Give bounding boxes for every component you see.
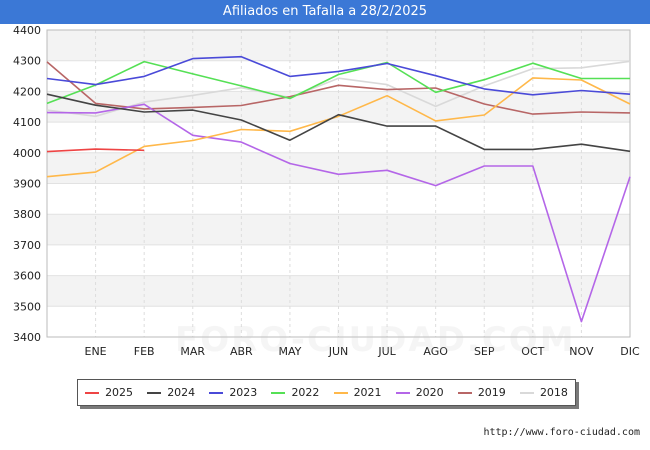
legend-item-2024: 2024 bbox=[147, 386, 195, 399]
y-tick-label: 3800 bbox=[13, 208, 41, 221]
legend-label-2024: 2024 bbox=[167, 386, 196, 399]
x-tick-label: MAY bbox=[278, 345, 301, 358]
legend-swatch-2020 bbox=[395, 391, 410, 394]
series-line-2023 bbox=[46, 55, 631, 96]
x-tick-label: ABR bbox=[230, 345, 253, 358]
legend-label-2023: 2023 bbox=[229, 386, 258, 399]
y-tick-label: 3500 bbox=[13, 300, 41, 313]
legend-swatch-2024 bbox=[147, 391, 162, 394]
legend-item-2019: 2019 bbox=[457, 386, 506, 399]
chart-title: Afiliados en Tafalla a 28/2/2025 bbox=[0, 0, 650, 24]
legend-item-2023: 2023 bbox=[209, 386, 257, 399]
plot-frame bbox=[46, 29, 631, 338]
y-tick-label: 3700 bbox=[13, 239, 41, 252]
legend-label-2019: 2019 bbox=[477, 386, 506, 399]
legend-label-2025: 2025 bbox=[105, 386, 134, 399]
legend-label-2021: 2021 bbox=[353, 386, 382, 399]
x-tick-label: DIC bbox=[620, 345, 640, 358]
legend-item-2025: 2025 bbox=[85, 386, 133, 399]
series-line-2024 bbox=[46, 93, 631, 153]
series-line-2022 bbox=[46, 60, 630, 105]
legend-item-2018: 2018 bbox=[519, 386, 568, 399]
legend-item-2021: 2021 bbox=[333, 386, 382, 399]
x-tick-label: AGO bbox=[423, 345, 448, 358]
legend-label-2018: 2018 bbox=[539, 386, 568, 399]
chart-legend: 2025 2024 2023 2022 2021 2020 2019 2018 bbox=[77, 379, 576, 406]
y-tick-label: 3900 bbox=[13, 178, 41, 191]
legend-swatch-2018 bbox=[519, 391, 534, 394]
legend-item-2022: 2022 bbox=[271, 386, 319, 399]
series-line-2025 bbox=[46, 148, 145, 153]
series-line-2019 bbox=[46, 61, 631, 115]
y-tick-label: 4100 bbox=[13, 116, 41, 129]
y-tick-label: 4000 bbox=[13, 147, 41, 160]
x-tick-label: ENE bbox=[85, 345, 107, 358]
legend-label-2020: 2020 bbox=[415, 386, 444, 399]
legend-swatch-2023 bbox=[209, 391, 224, 394]
x-tick-label: FEB bbox=[134, 345, 155, 358]
source-url: http://www.foro-ciudad.com bbox=[483, 427, 640, 438]
y-tick-label: 4200 bbox=[13, 85, 41, 98]
x-tick-label: OCT bbox=[521, 345, 544, 358]
x-tick-label: NOV bbox=[569, 345, 594, 358]
legend-swatch-2025 bbox=[85, 391, 100, 394]
x-tick-label: MAR bbox=[180, 345, 205, 358]
legend-swatch-2022 bbox=[271, 391, 286, 394]
series-line-2021 bbox=[46, 77, 631, 178]
y-tick-label: 4400 bbox=[13, 24, 41, 37]
x-tick-label: JUN bbox=[328, 345, 349, 358]
series-line-2018 bbox=[46, 60, 631, 118]
legend-swatch-2021 bbox=[333, 391, 348, 394]
legend-label-2022: 2022 bbox=[291, 386, 320, 399]
y-tick-label: 3600 bbox=[13, 270, 41, 283]
y-tick-label: 3400 bbox=[13, 331, 41, 344]
legend-swatch-2019 bbox=[457, 391, 472, 394]
x-tick-label: JUL bbox=[377, 345, 396, 358]
y-tick-label: 4300 bbox=[13, 55, 41, 68]
legend-item-2020: 2020 bbox=[395, 386, 444, 399]
x-tick-label: SEP bbox=[474, 345, 495, 358]
series-line-2020 bbox=[46, 103, 631, 323]
